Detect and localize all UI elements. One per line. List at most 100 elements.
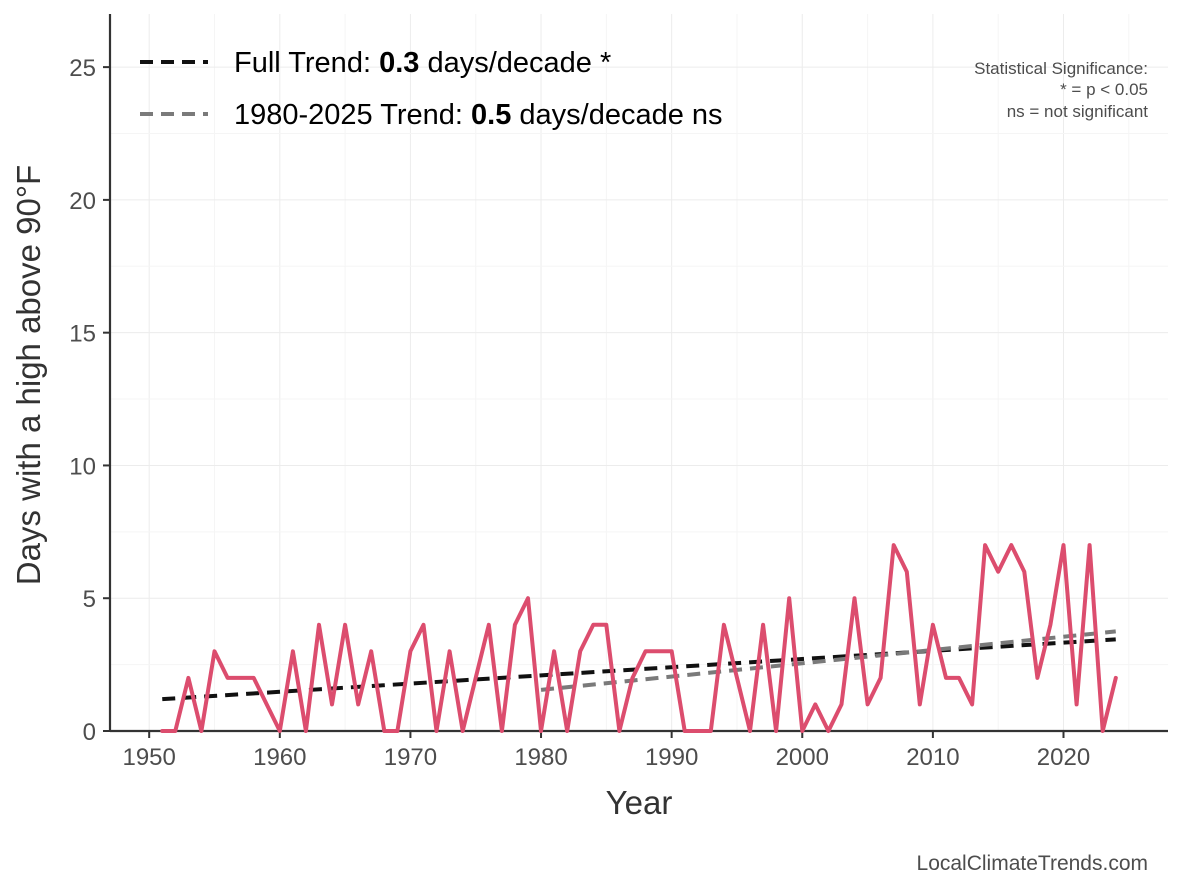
- data-point: [239, 676, 243, 680]
- data-point: [291, 649, 295, 653]
- significance-note-line-2: * = p < 0.05: [1060, 80, 1148, 99]
- data-point: [304, 729, 308, 733]
- significance-note: Statistical Significance: * = p < 0.05 n…: [974, 59, 1148, 121]
- data-point: [644, 649, 648, 653]
- y-axis-title: Days with a high above 90°F: [10, 165, 47, 585]
- data-point: [996, 570, 1000, 574]
- data-point: [278, 729, 282, 733]
- data-point: [343, 623, 347, 627]
- data-point: [617, 729, 621, 733]
- data-point: [421, 623, 425, 627]
- data-point: [866, 702, 870, 706]
- data-point: [199, 729, 203, 733]
- data-point: [853, 596, 857, 600]
- source-credit: LocalClimateTrends.com: [917, 852, 1148, 875]
- data-point: [539, 729, 543, 733]
- data-point: [552, 649, 556, 653]
- legend: Full Trend: 0.3 days/decade * 1980-2025 …: [140, 47, 723, 131]
- data-point: [1101, 729, 1105, 733]
- data-point: [565, 729, 569, 733]
- x-axis-title: Year: [606, 784, 673, 821]
- x-tick-label: 2020: [1037, 744, 1090, 771]
- y-tick-label: 20: [69, 188, 96, 215]
- data-point: [918, 702, 922, 706]
- axes: [103, 14, 1168, 738]
- data-point: [931, 623, 935, 627]
- data-point: [513, 623, 517, 627]
- y-tick-label: 15: [69, 321, 96, 348]
- data-series-line: [160, 543, 1118, 733]
- data-point: [826, 729, 830, 733]
- data-point: [212, 649, 216, 653]
- data-point: [774, 729, 778, 733]
- recent-trend-line: [540, 629, 1116, 692]
- data-point: [892, 543, 896, 547]
- data-point: [1035, 676, 1039, 680]
- data-point: [487, 623, 491, 627]
- y-tick-label: 25: [69, 55, 96, 82]
- data-point: [1088, 543, 1092, 547]
- data-point: [317, 623, 321, 627]
- x-tick-label: 1990: [645, 744, 698, 771]
- data-point: [226, 676, 230, 680]
- data-point: [1048, 623, 1052, 627]
- y-tick-label: 10: [69, 453, 96, 480]
- data-point: [879, 676, 883, 680]
- data-point: [722, 623, 726, 627]
- data-point: [670, 649, 674, 653]
- data-point: [252, 676, 256, 680]
- data-point: [448, 649, 452, 653]
- data-point: [395, 729, 399, 733]
- data-point: [944, 676, 948, 680]
- data-point: [905, 570, 909, 574]
- data-point: [800, 729, 804, 733]
- data-point: [696, 729, 700, 733]
- data-series: [160, 543, 1118, 733]
- legend-full-trend-prefix: Full Trend:: [234, 47, 379, 79]
- data-point: [761, 623, 765, 627]
- significance-note-line-1: Statistical Significance:: [974, 59, 1148, 78]
- data-point: [461, 729, 465, 733]
- data-point: [526, 596, 530, 600]
- data-point: [813, 702, 817, 706]
- data-point: [748, 729, 752, 733]
- data-point: [382, 729, 386, 733]
- data-point: [186, 676, 190, 680]
- data-point: [787, 596, 791, 600]
- tick-labels: 1950 1960 1970 1980 1990 2000 2010 2020 0 5 10 15 20…: [69, 55, 1090, 771]
- data-point: [657, 649, 661, 653]
- data-point: [369, 649, 373, 653]
- data-point: [435, 729, 439, 733]
- data-point: [839, 702, 843, 706]
- significance-note-line-3: ns = not significant: [1007, 102, 1149, 121]
- data-point: [957, 676, 961, 680]
- legend-recent-trend-prefix: 1980-2025 Trend:: [234, 99, 471, 131]
- legend-recent-trend-suffix: days/decade ns: [511, 99, 722, 131]
- x-tick-label: 2000: [776, 744, 829, 771]
- data-point: [1009, 543, 1013, 547]
- full-trend-line: [162, 637, 1116, 702]
- data-point: [500, 729, 504, 733]
- data-point: [983, 543, 987, 547]
- data-point: [474, 676, 478, 680]
- y-tick-label: 5: [83, 586, 96, 613]
- data-point: [709, 729, 713, 733]
- gridlines: [110, 14, 1168, 731]
- legend-full-trend-suffix: days/decade *: [419, 47, 611, 79]
- data-point: [683, 729, 687, 733]
- data-point: [735, 676, 739, 680]
- y-tick-label: 0: [83, 719, 96, 746]
- legend-recent-trend-label: 1980-2025 Trend: 0.5 days/decade ns: [234, 99, 723, 131]
- data-point: [1075, 702, 1079, 706]
- data-point: [160, 729, 164, 733]
- legend-recent-trend-value: 0.5: [471, 99, 511, 131]
- data-point: [356, 702, 360, 706]
- data-point: [591, 623, 595, 627]
- data-point: [630, 676, 634, 680]
- data-point: [265, 702, 269, 706]
- data-point: [408, 649, 412, 653]
- data-point: [330, 702, 334, 706]
- data-point: [578, 649, 582, 653]
